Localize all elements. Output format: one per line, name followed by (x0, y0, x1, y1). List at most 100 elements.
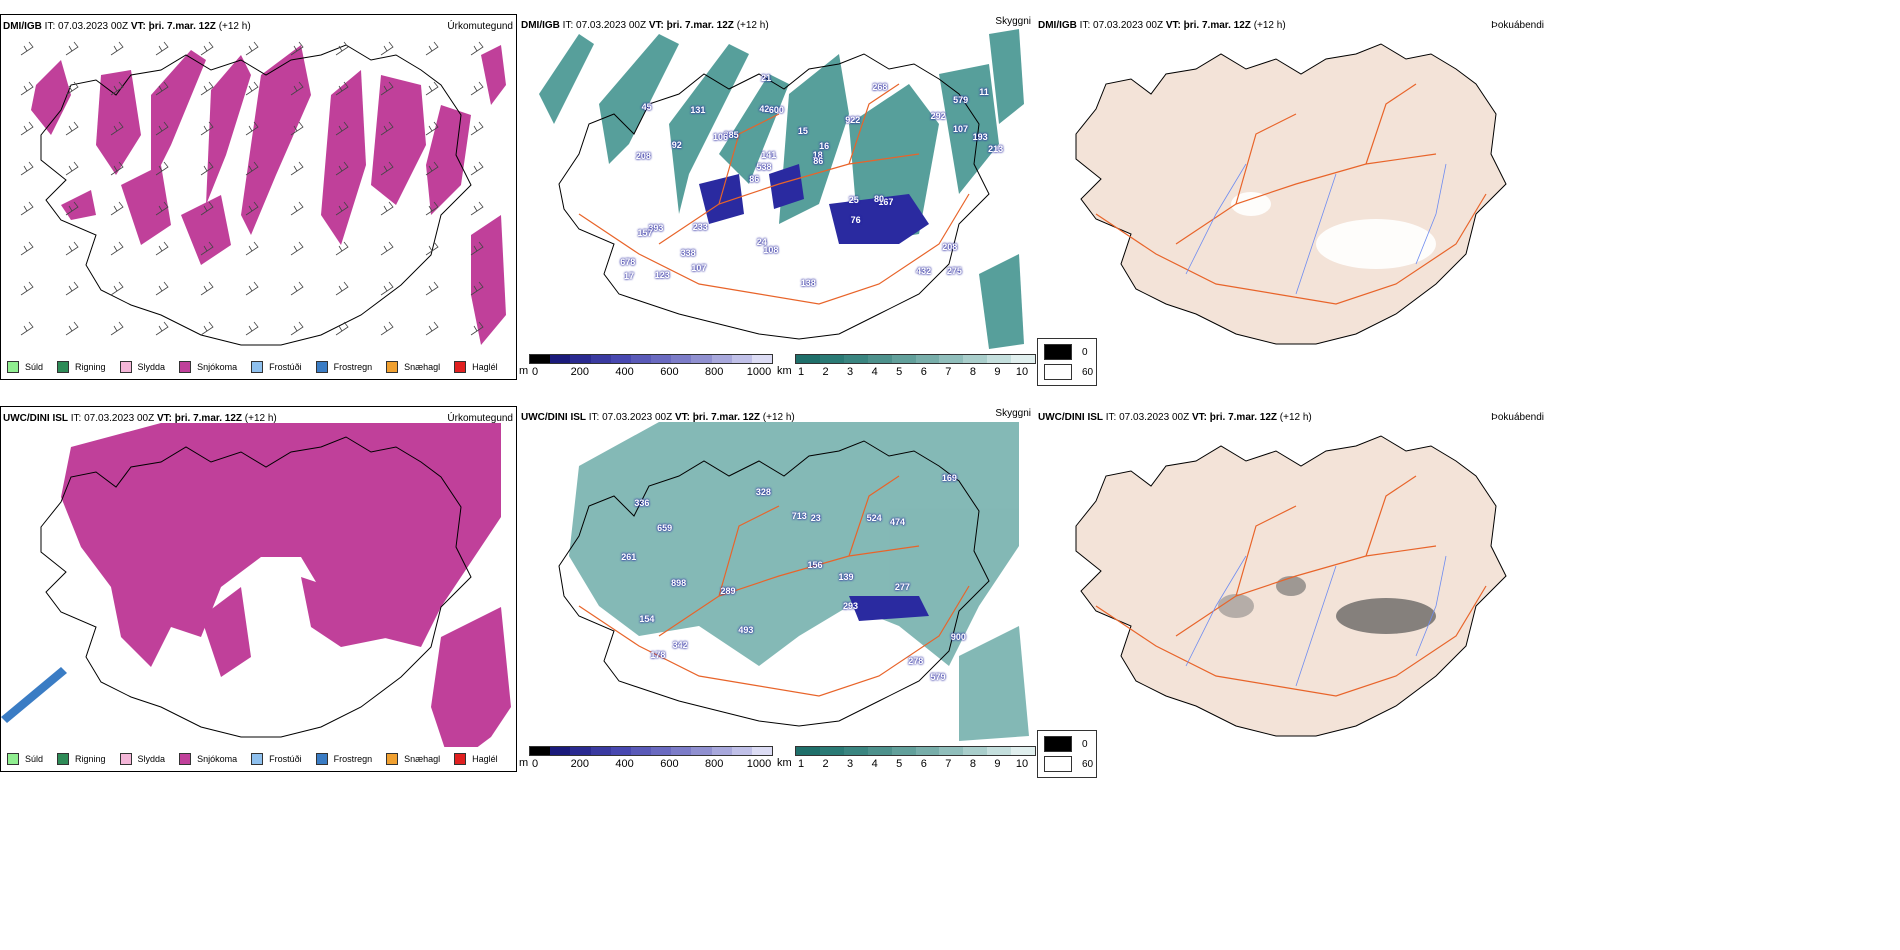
wind-barb (65, 161, 79, 176)
legend-item: Slydda (119, 753, 165, 765)
cloudbase-value: 338 (680, 247, 696, 258)
wind-barb (470, 81, 484, 96)
fog-patch-bottom-2 (1276, 576, 1306, 596)
colorbar-cell (691, 747, 712, 755)
vt-value: þri. 7.mar. 12Z (692, 412, 761, 423)
legend-item: Frostúði (251, 361, 302, 373)
wind-barb (65, 201, 79, 216)
visibility-map-top-svg (539, 29, 1024, 349)
cloudbase-value: 278 (908, 655, 924, 666)
fog-min-swatch (1044, 756, 1072, 772)
cloudbase-areas (699, 164, 929, 244)
colorbar-cell (843, 355, 868, 363)
cloudbase-value: 45 (641, 102, 652, 113)
cloudbase-value: 277 (894, 581, 910, 592)
cloudbase-value: 156 (807, 560, 823, 571)
legend-item: Snæhagl (386, 361, 440, 373)
cloudbase-value: 678 (620, 256, 636, 267)
cloudbase-value: 76 (850, 215, 861, 226)
fog-max-label: 60 (1082, 758, 1094, 770)
fog-patch-bottom-1 (1336, 598, 1436, 634)
wind-barb (110, 81, 124, 96)
wind-barb (290, 281, 304, 296)
colorbar-tick: 400 (615, 758, 634, 770)
visibility-map-bottom: UWC/DINI ISL IT: 07.03.2023 00Z VT: þri.… (519, 406, 1034, 772)
wind-barb (65, 321, 79, 336)
legend-swatch (386, 361, 399, 373)
wind-barb (335, 241, 349, 256)
wind-barb (470, 281, 484, 296)
fog-map-top: DMI/IGB IT: 07.03.2023 00Z VT: þri. 7.ma… (1036, 14, 1548, 380)
wind-barb (200, 81, 214, 96)
it-value: 07.03.2023 00Z (576, 20, 647, 31)
cloudbase-value: 922 (845, 114, 861, 125)
wind-barb (380, 201, 394, 216)
legend-swatch (386, 753, 399, 765)
wind-barb (245, 121, 259, 136)
colorbar-cell (891, 747, 916, 755)
cloudbase-value: 131 (690, 105, 706, 116)
fog-map-bottom: UWC/DINI ISL IT: 07.03.2023 00Z VT: þri.… (1036, 406, 1548, 772)
colorbar-cell (711, 355, 732, 363)
wind-barb (290, 201, 304, 216)
cloudbase-value: 393 (648, 223, 664, 234)
wind-barb (20, 81, 34, 96)
fog-min-swatch (1044, 364, 1072, 380)
colorbar-cell (731, 747, 752, 755)
header-bottom-fog: UWC/DINI ISL IT: 07.03.2023 00Z VT: þri.… (1038, 412, 1312, 423)
cloudbase-value: 898 (671, 578, 687, 589)
wind-barb (20, 321, 34, 336)
wind-barb (380, 161, 394, 176)
lead-time: (+12 h) (736, 20, 769, 31)
it-value: 07.03.2023 00Z (58, 21, 129, 32)
panel-title-visibility: Skyggni (995, 16, 1031, 27)
wind-barb (470, 161, 484, 176)
cloudbase-value: 600 (768, 104, 784, 115)
wind-barb (425, 81, 439, 96)
wind-barb (245, 201, 259, 216)
lead-time: (+12 h) (1279, 412, 1312, 423)
colorbar-tick: 9 (994, 758, 1001, 770)
cloudbase-labels-bottom: 579 898 293 336 900 659 342 289 474 713 524 278 493 3… (519, 406, 1034, 746)
legend-label: Rigning (75, 754, 106, 764)
colorbar-unit: m (519, 365, 529, 377)
colorbar-tick: 5 (896, 366, 903, 378)
model-name: UWC/DINI ISL (521, 412, 586, 423)
roads-bottom-3 (1095, 475, 1487, 697)
cloudbase-value: 17 (623, 270, 634, 281)
cloudbase-value: 80 (874, 193, 885, 204)
legend-item: Rigning (57, 753, 106, 765)
cloudbase-value: 579 (930, 671, 946, 682)
cloudbase-value: 178 (650, 649, 666, 660)
wind-barb (335, 121, 349, 136)
colorbar-cells (795, 746, 1036, 756)
cloudbase-value: 107 (952, 124, 968, 135)
wind-barb (155, 281, 169, 296)
wind-barb (110, 241, 124, 256)
legend-item: Rigning (57, 361, 106, 373)
cloudbase-value: 15 (797, 125, 808, 136)
legend-label: Snæhagl (404, 362, 441, 372)
legend-swatch (57, 753, 70, 765)
it-label: IT: (1105, 412, 1117, 423)
wind-barb (155, 241, 169, 256)
wind-barb (155, 121, 169, 136)
colorbar-cells (795, 354, 1036, 364)
colorbar-tick: 600 (660, 366, 679, 378)
model-name: UWC/DINI ISL (3, 413, 68, 424)
colorbar-tick: 200 (570, 366, 589, 378)
roads-top-2 (578, 83, 970, 305)
wind-barb (425, 321, 439, 336)
legend-label: Frostúði (269, 362, 302, 372)
precip-legend-bottom: Súld Rigning Slydda Snjókoma Frostúði Frostre… (1, 747, 516, 771)
cloudbase-value: 107 (691, 263, 707, 274)
colorbar-cell (963, 355, 988, 363)
legend-swatch (179, 361, 192, 373)
colorbar-cell (550, 747, 571, 755)
colorbar-tick: 800 (705, 366, 724, 378)
fog-map-top-svg (1075, 43, 1507, 345)
wind-barb (290, 321, 304, 336)
wind-barb (20, 201, 34, 216)
snow-areas (31, 45, 506, 345)
wind-barbs-top (20, 41, 484, 336)
